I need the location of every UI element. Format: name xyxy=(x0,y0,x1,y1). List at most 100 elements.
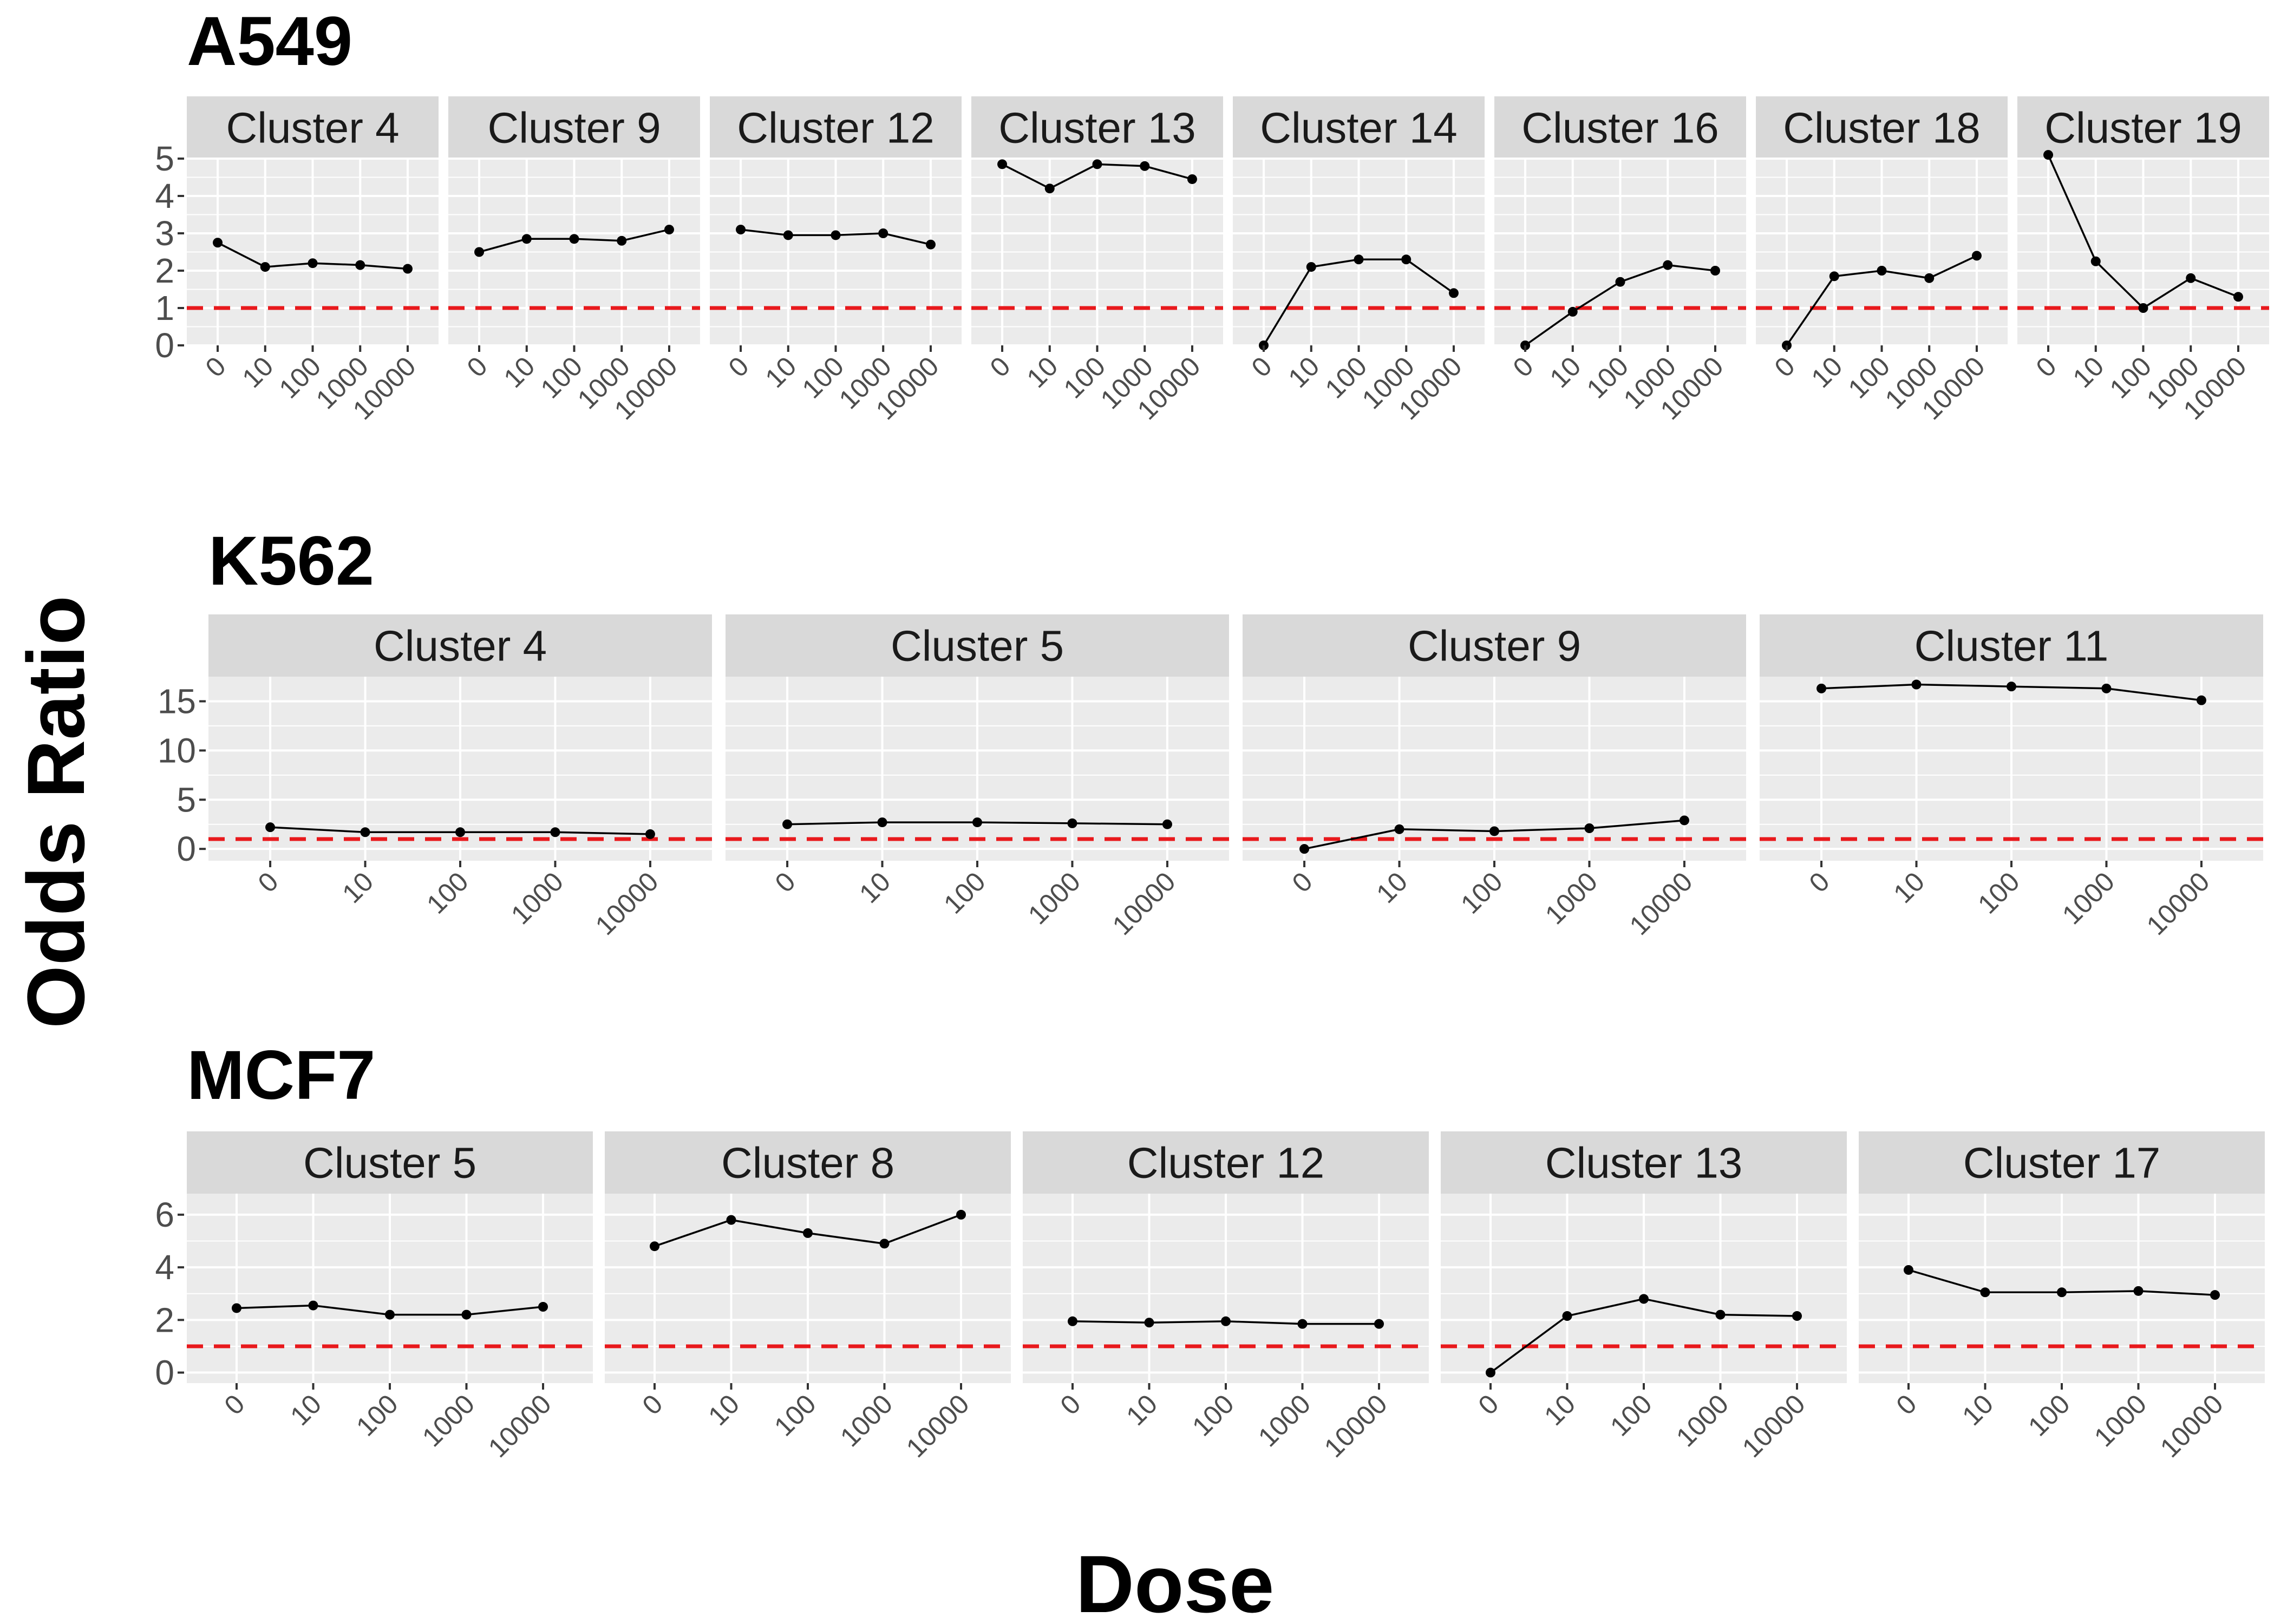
facet-panel: Cluster 5 0 10 100 1000 10000 xyxy=(726,614,1229,941)
x-tick-label: 0 xyxy=(461,351,493,383)
data-point xyxy=(645,829,655,839)
data-point xyxy=(1140,161,1150,171)
data-point xyxy=(455,827,465,837)
x-tick-label: 10 xyxy=(237,351,279,394)
data-point xyxy=(308,1300,318,1311)
data-point xyxy=(2210,1290,2220,1300)
data-point xyxy=(1092,159,1102,169)
y-tick-label: 15 xyxy=(158,682,196,721)
x-tick-label: 0 xyxy=(1472,1389,1504,1420)
data-point xyxy=(1489,826,1499,836)
facet-strip xyxy=(1233,96,1485,159)
data-point xyxy=(831,230,841,240)
data-point xyxy=(1877,266,1887,276)
data-point xyxy=(2233,292,2243,302)
x-tick-label: 0 xyxy=(218,1389,250,1420)
data-point xyxy=(1924,273,1935,283)
x-tick-label: 100 xyxy=(1604,1389,1658,1442)
x-tick-label: 1000 xyxy=(505,866,569,930)
data-point xyxy=(1971,251,1982,261)
facet-strip-label: Cluster 12 xyxy=(737,104,935,152)
data-point xyxy=(461,1309,472,1320)
data-point xyxy=(803,1228,813,1238)
facet-panel: Cluster 11 0 10 100 1000 10000 xyxy=(1760,614,2263,941)
facet-strip-label: Cluster 12 xyxy=(1127,1139,1325,1187)
x-tick-label: 10 xyxy=(1887,866,1930,909)
x-tick-label: 100 xyxy=(350,1389,404,1442)
data-point xyxy=(1374,1319,1384,1329)
facet-panel: Cluster 17 0 10 100 1000 10000 xyxy=(1859,1131,2265,1463)
facet-strip xyxy=(448,96,700,159)
data-point xyxy=(877,817,887,828)
facet-strip xyxy=(1243,614,1746,677)
y-tick-label: 6 xyxy=(155,1195,174,1234)
facet-strip xyxy=(710,96,962,159)
x-tick-label: 10 xyxy=(1544,351,1587,394)
y-tick-label: 4 xyxy=(155,1248,174,1287)
data-point xyxy=(1485,1367,1495,1378)
row-title-mcf7: MCF7 xyxy=(187,1037,375,1114)
data-point xyxy=(355,260,365,270)
data-point xyxy=(521,234,532,244)
data-point xyxy=(1816,683,1827,693)
x-tick-label: 10 xyxy=(498,351,541,394)
data-point xyxy=(1715,1309,1726,1320)
data-point xyxy=(997,159,1008,169)
x-tick-label: 10000 xyxy=(1318,1389,1393,1463)
data-point xyxy=(550,827,560,837)
data-point xyxy=(1044,184,1055,194)
data-point xyxy=(726,1215,736,1225)
data-point xyxy=(402,264,413,274)
data-point xyxy=(1829,271,1839,281)
data-point xyxy=(569,234,579,244)
data-point xyxy=(213,238,223,248)
data-point xyxy=(1162,819,1172,829)
x-tick-label: 0 xyxy=(769,866,801,898)
y-tick-label: 10 xyxy=(158,731,196,770)
y-tick-label: 0 xyxy=(155,1353,174,1392)
x-tick-label: 0 xyxy=(2030,351,2062,383)
x-tick-label: 1000 xyxy=(1670,1389,1734,1452)
facet-strip-label: Cluster 13 xyxy=(998,104,1196,152)
data-point xyxy=(2101,683,2112,693)
x-tick-label: 10000 xyxy=(1107,866,1181,941)
x-axis-title: Dose xyxy=(1076,1538,1275,1624)
x-tick-label: 1000 xyxy=(1539,866,1603,930)
data-point xyxy=(1567,306,1578,317)
x-tick-label: 0 xyxy=(1769,351,1801,383)
facet-strip-label: Cluster 9 xyxy=(1408,622,1581,670)
data-point xyxy=(2138,303,2148,313)
data-point xyxy=(231,1303,241,1313)
data-point xyxy=(1306,262,1316,272)
data-point xyxy=(2090,256,2101,266)
data-point xyxy=(1299,844,1310,854)
facet-strip xyxy=(187,96,439,159)
x-tick-label: 10000 xyxy=(1624,866,1698,941)
x-tick-label: 10000 xyxy=(1736,1389,1811,1463)
facet-strip xyxy=(1859,1131,2265,1194)
data-point xyxy=(385,1309,395,1320)
x-tick-label: 100 xyxy=(1972,866,2025,920)
data-point xyxy=(1792,1311,1802,1321)
data-point xyxy=(1584,823,1595,833)
x-tick-label: 0 xyxy=(1054,1389,1086,1420)
data-point xyxy=(260,262,270,272)
facet-strip xyxy=(971,96,1223,159)
data-point xyxy=(736,225,746,235)
data-point xyxy=(1221,1316,1231,1326)
x-tick-label: 0 xyxy=(1246,351,1278,383)
x-tick-label: 100 xyxy=(2022,1389,2076,1442)
facet-strip-label: Cluster 9 xyxy=(487,104,661,152)
data-point xyxy=(308,258,318,269)
facet-strip xyxy=(208,614,712,677)
facet-strip-label: Cluster 18 xyxy=(1783,104,1981,152)
data-point xyxy=(2133,1286,2144,1296)
data-point xyxy=(2007,682,2016,692)
